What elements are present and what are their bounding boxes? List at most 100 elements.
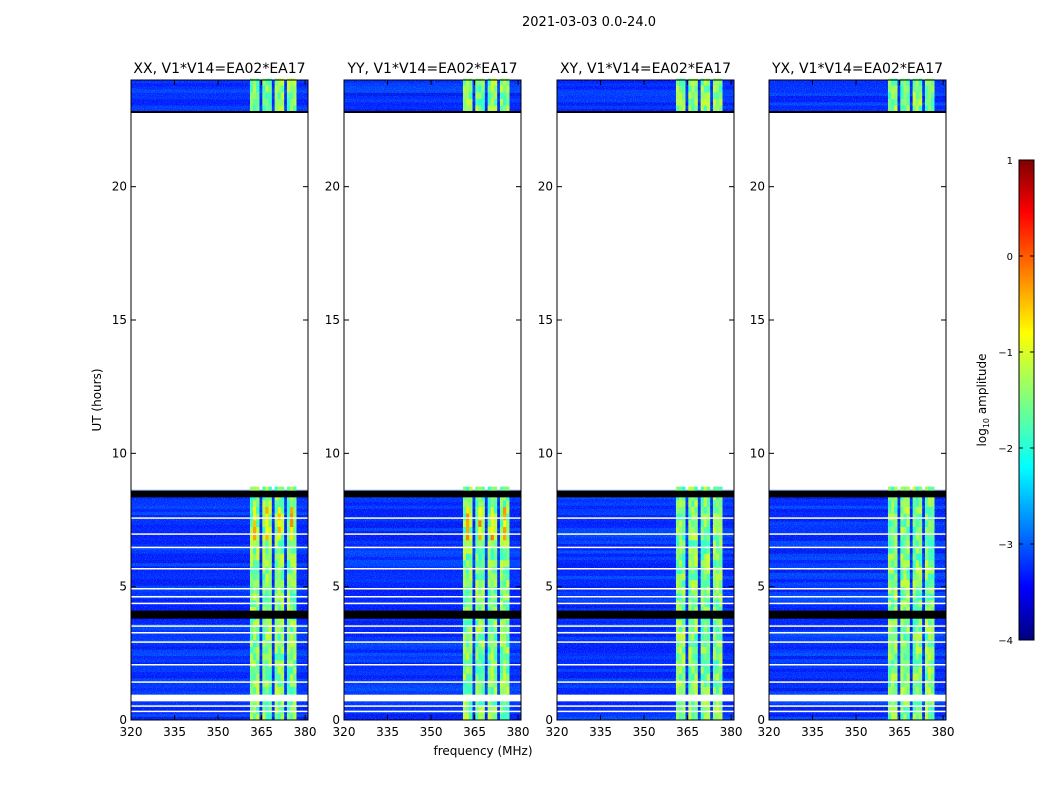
rfi-cell [268, 486, 272, 494]
rfi-cell [894, 606, 898, 614]
data-block [557, 78, 734, 113]
rfi-cell [712, 640, 717, 647]
rfi-cell [293, 640, 297, 647]
rfi-cell [262, 660, 266, 667]
time-row [769, 668, 946, 672]
rfi-cell [703, 520, 708, 527]
rfi-cell [691, 700, 695, 707]
rfi-cell [906, 700, 910, 707]
rfi-cell [931, 85, 935, 93]
rfi-cell [694, 546, 698, 554]
time-row [344, 681, 521, 685]
rfi-cell [256, 92, 260, 99]
rfi-cell [268, 553, 272, 561]
rfi-cell [493, 526, 498, 534]
rfi-cell [503, 500, 507, 507]
rfi-cell [924, 586, 929, 594]
y-tick-label: 15 [750, 313, 765, 327]
rfi-cell [293, 520, 297, 527]
rfi-cell [912, 606, 917, 614]
time-row [344, 627, 521, 631]
rfi-cell [906, 640, 910, 647]
rfi-cell [906, 706, 910, 714]
time-row [557, 700, 734, 704]
rfi-cell [478, 626, 482, 634]
time-row [557, 608, 734, 612]
rfi-cell [290, 98, 294, 106]
rfi-cell [469, 560, 473, 567]
rfi-cell [887, 653, 892, 661]
time-row [769, 582, 946, 586]
rfi-cell [262, 85, 266, 93]
rfi-cell [475, 586, 479, 594]
time-row [131, 531, 308, 535]
rfi-cell [462, 713, 467, 721]
rfi-cell [265, 586, 269, 594]
missing-row [131, 681, 308, 683]
rfi-cell [478, 586, 482, 594]
rfi-cell [694, 105, 698, 113]
rfi-cell [506, 85, 510, 93]
rfi-cell [887, 660, 892, 667]
rfi-cell [675, 546, 680, 554]
rfi-cell [679, 666, 683, 674]
rfi-cell [894, 506, 898, 514]
rfi-cell [918, 486, 923, 494]
rfi-cell [462, 706, 467, 714]
rfi-cell [478, 706, 482, 714]
rfi-cell [293, 566, 297, 574]
rfi-cell [280, 580, 285, 587]
rfi-cell [906, 553, 910, 561]
rfi-cell [891, 666, 895, 674]
rfi-cell [262, 513, 266, 521]
rfi-cell [924, 660, 929, 667]
rfi-cell [490, 640, 495, 647]
rfi-cell [499, 686, 504, 694]
time-row [344, 528, 521, 532]
time-row [344, 646, 521, 650]
rfi-cell [274, 660, 279, 667]
rfi-cell [466, 486, 470, 494]
rfi-cell [682, 700, 686, 707]
time-row [557, 617, 734, 621]
rfi-cell [887, 700, 892, 707]
rfi-cell [712, 85, 717, 93]
rfi-cell [915, 640, 920, 647]
time-row [344, 556, 521, 560]
missing-row [769, 568, 946, 570]
rfi-cell [682, 506, 686, 514]
rfi-cell [265, 500, 269, 507]
rfi-cell [679, 680, 683, 687]
time-row [769, 643, 946, 647]
rfi-cell [493, 78, 498, 86]
time-row [344, 502, 521, 506]
rfi-cell [277, 533, 282, 541]
time-row [131, 700, 308, 704]
rfi-cell [249, 700, 254, 707]
rfi-cell [700, 586, 705, 594]
time-row [557, 108, 734, 112]
rfi-cell [719, 78, 723, 86]
rfi-cell [490, 673, 495, 681]
rfi-cell [891, 520, 895, 527]
rfi-cell [903, 520, 907, 527]
time-row [769, 592, 946, 596]
rfi-cell [293, 646, 297, 654]
rfi-cell [256, 526, 260, 534]
rfi-cell [906, 546, 910, 554]
rfi-cell [265, 673, 269, 681]
rfi-cell [912, 566, 917, 574]
rfi-cell [293, 706, 297, 714]
rfi-cell [682, 92, 686, 99]
rfi-cell [466, 560, 470, 567]
missing-row [344, 602, 521, 605]
rfi-cell [280, 626, 285, 634]
time-row [344, 598, 521, 602]
rfi-cell [466, 626, 470, 634]
rfi-cell [903, 606, 907, 614]
y-tick-label: 20 [538, 180, 553, 194]
rfi-cell [706, 640, 711, 647]
rfi-cell [918, 653, 923, 661]
rfi-cell [924, 526, 929, 534]
